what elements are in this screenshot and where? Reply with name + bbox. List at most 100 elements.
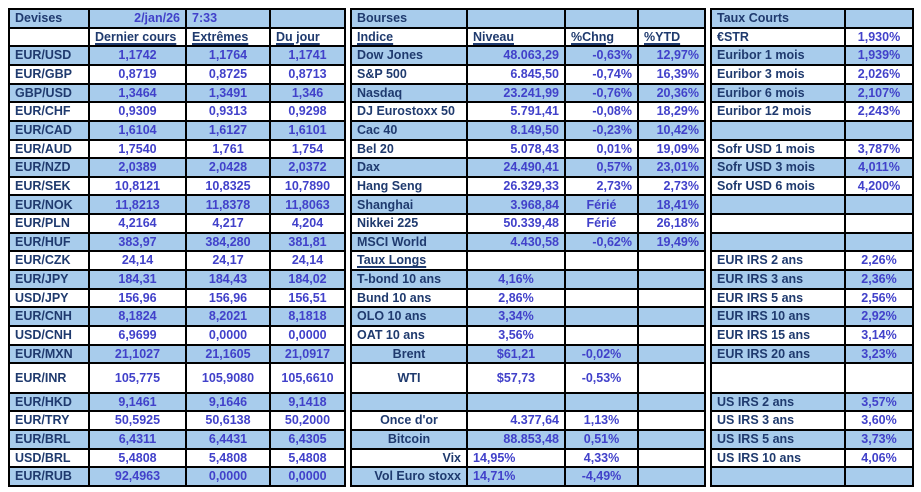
- niveau-cell: 2,86%: [468, 289, 566, 309]
- du-jour-cell: 4,204: [271, 215, 346, 234]
- index-name-cell: Nikkei 225: [352, 215, 468, 234]
- dernier-cours-cell: 0,8719: [90, 65, 187, 85]
- du-jour-cell: 2,0372: [271, 159, 346, 178]
- extremes-cell: 10,8325: [187, 177, 271, 197]
- taux-value-cell: 1,939%: [846, 47, 914, 66]
- taux-label-cell: [712, 215, 846, 234]
- dernier-cours-cell: 184,31: [90, 271, 187, 290]
- taux-label-cell: EUR IRS 5 ans: [712, 289, 846, 309]
- taux-value-cell: 2,026%: [846, 65, 914, 85]
- taux-label-cell: [712, 468, 846, 487]
- report-time: 7:33: [187, 10, 271, 29]
- taux-value-cell: 2,26%: [846, 252, 914, 272]
- index-name-cell: Cac 40: [352, 121, 468, 141]
- estr-value: 1,930%: [846, 28, 914, 48]
- taux-value-cell: [846, 121, 914, 141]
- du-jour-cell: 381,81: [271, 233, 346, 253]
- du-jour-cell: 0,0000: [271, 468, 346, 487]
- dernier-cours-cell: 6,4311: [90, 431, 187, 450]
- extremes-cell: 24,17: [187, 252, 271, 272]
- du-jour-cell: 1,1741: [271, 47, 346, 66]
- chng-cell: [566, 393, 639, 413]
- niveau-cell: 24.490,41: [468, 159, 566, 178]
- taux-label-cell: EUR IRS 3 ans: [712, 271, 846, 290]
- extremes-cell: 156,96: [187, 289, 271, 309]
- ytd-cell: [639, 468, 706, 487]
- du-jour-cell: 24,14: [271, 252, 346, 272]
- bourses-table: Bourses Indice Niveau %Chng %YTD Dow Jon…: [350, 8, 706, 487]
- chng-cell: -0,76%: [566, 84, 639, 104]
- extremes-cell: 384,280: [187, 233, 271, 253]
- niveau-cell: 88.853,48: [468, 431, 566, 450]
- index-name-cell: [352, 393, 468, 413]
- du-jour-cell: 0,9298: [271, 103, 346, 122]
- taux-value-cell: [846, 196, 914, 216]
- extremes-cell: 0,0000: [187, 468, 271, 487]
- ytd-cell: 16,39%: [639, 65, 706, 85]
- currency-pair-cell: EUR/RUB: [10, 468, 90, 487]
- du-jour-cell: 1,6101: [271, 121, 346, 141]
- extremes-cell: 1,6127: [187, 121, 271, 141]
- taux-value-cell: [846, 364, 914, 394]
- niveau-cell: 26.329,33: [468, 177, 566, 197]
- currency-pair-cell: EUR/GBP: [10, 65, 90, 85]
- index-name-cell: Vix: [352, 449, 468, 469]
- index-name-cell: Bitcoin: [352, 431, 468, 450]
- extremes-cell: 8,2021: [187, 308, 271, 327]
- chng-cell: 0,57%: [566, 159, 639, 178]
- taux-label-cell: Euribor 6 mois: [712, 84, 846, 104]
- niveau-cell: 3.968,84: [468, 196, 566, 216]
- taux-label-cell: Euribor 3 mois: [712, 65, 846, 85]
- ytd-cell: [639, 412, 706, 432]
- extremes-cell: 50,6138: [187, 412, 271, 432]
- currency-pair-cell: EUR/HKD: [10, 393, 90, 413]
- chng-cell: 2,73%: [566, 177, 639, 197]
- index-name-cell: Hang Seng: [352, 177, 468, 197]
- column-header-dernier-cours: Dernier cours: [90, 28, 187, 48]
- report-date: 2/jan/26: [90, 10, 187, 29]
- du-jour-cell: 6,4305: [271, 431, 346, 450]
- devises-table: Devises 2/jan/26 7:33 Dernier cours Extr…: [8, 8, 346, 487]
- dernier-cours-cell: 105,775: [90, 364, 187, 394]
- taux-value-cell: 2,56%: [846, 289, 914, 309]
- niveau-cell: 4.430,58: [468, 233, 566, 253]
- niveau-cell: 5.791,41: [468, 103, 566, 122]
- du-jour-cell: 0,8713: [271, 65, 346, 85]
- dernier-cours-cell: 383,97: [90, 233, 187, 253]
- ytd-cell: [639, 449, 706, 469]
- chng-cell: 4,33%: [566, 449, 639, 469]
- index-name-cell: Once d'or: [352, 412, 468, 432]
- index-name-cell: Bund 10 ans: [352, 289, 468, 309]
- ytd-cell: [639, 271, 706, 290]
- column-header-ytd: %YTD: [639, 28, 706, 48]
- index-name-cell: Dax: [352, 159, 468, 178]
- chng-cell: [566, 327, 639, 346]
- currency-pair-cell: EUR/MXN: [10, 345, 90, 365]
- extremes-cell: 184,43: [187, 271, 271, 290]
- taux-label-cell: Sofr USD 6 mois: [712, 177, 846, 197]
- currency-pair-cell: EUR/PLN: [10, 215, 90, 234]
- dernier-cours-cell: 24,14: [90, 252, 187, 272]
- currency-pair-cell: EUR/CAD: [10, 121, 90, 141]
- ytd-cell: [639, 327, 706, 346]
- taux-label-cell: [712, 233, 846, 253]
- taux-value-cell: 2,36%: [846, 271, 914, 290]
- niveau-cell: [468, 393, 566, 413]
- taux-label-cell: EUR IRS 15 ans: [712, 327, 846, 346]
- du-jour-cell: 9,1418: [271, 393, 346, 413]
- extremes-cell: 1,1764: [187, 47, 271, 66]
- extremes-cell: 0,9313: [187, 103, 271, 122]
- index-name-cell: Dow Jones: [352, 47, 468, 66]
- devises-section-title: Devises: [10, 10, 90, 29]
- du-jour-cell: 10,7890: [271, 177, 346, 197]
- ytd-cell: 23,01%: [639, 159, 706, 178]
- chng-cell: -0,08%: [566, 103, 639, 122]
- index-name-cell: Brent: [352, 345, 468, 365]
- niveau-cell: 4.377,64: [468, 412, 566, 432]
- currency-pair-cell: EUR/CNH: [10, 308, 90, 327]
- taux-value-cell: 3,57%: [846, 393, 914, 413]
- index-name-cell: OAT 10 ans: [352, 327, 468, 346]
- currency-pair-cell: EUR/INR: [10, 364, 90, 394]
- dernier-cours-cell: 21,1027: [90, 345, 187, 365]
- currency-pair-cell: GBP/USD: [10, 84, 90, 104]
